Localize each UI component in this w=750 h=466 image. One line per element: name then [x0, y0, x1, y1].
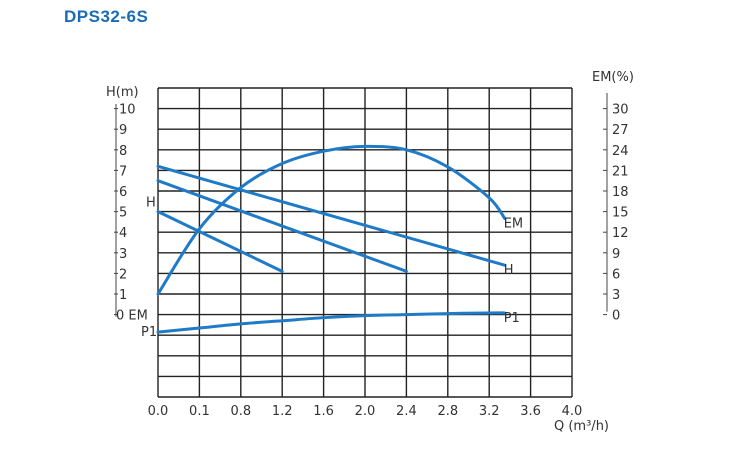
series-curve-p1	[156, 311, 507, 334]
x-tick-label: 0.8	[230, 404, 251, 419]
y-right-tick-label: 21	[612, 164, 629, 179]
left-marker-h: H	[146, 195, 156, 210]
y-left-tick-label: 1	[119, 288, 127, 303]
y-left-tick-label: 3	[119, 247, 127, 262]
x-tick-label: 3.6	[520, 404, 541, 419]
y-right-axis-title: EM(%)	[592, 70, 634, 85]
series-end-label-em: EM	[504, 216, 523, 231]
series-curve-em	[156, 144, 507, 296]
y-right-tick-label: 12	[612, 226, 629, 241]
series-end-label-p1: P1	[504, 311, 520, 326]
y-left-tick-label: 10	[119, 103, 136, 118]
x-axis-title: Q (m³/h)	[554, 419, 609, 434]
y-left-axis-title: H(m)	[106, 85, 139, 100]
y-right-tick-label: 6	[612, 267, 620, 282]
y-left-tick-label: 2	[119, 267, 127, 282]
axes	[114, 93, 608, 317]
left-marker-p1: P1	[141, 325, 157, 340]
x-tick-label: 2.0	[355, 404, 376, 419]
x-tick-label: 3.2	[479, 404, 500, 419]
grid	[157, 87, 573, 398]
x-tick-label: 0.1	[189, 404, 210, 419]
y-left-tick-label: 4	[119, 226, 127, 241]
y-right-tick-label: 30	[612, 103, 629, 118]
series-curve-h	[156, 164, 507, 267]
chart-title: DPS32-6S	[64, 7, 149, 26]
x-tick-label: 4.0	[562, 404, 583, 419]
y-left-tick-label: 8	[119, 144, 127, 159]
series-curve-h	[156, 210, 284, 273]
y-right-tick-label: 18	[612, 185, 629, 200]
y-left-tick-label: 5	[119, 206, 127, 221]
y-left-tick-label: 9	[119, 123, 127, 138]
y-right-tick-label: 24	[612, 144, 629, 159]
x-tick-label: 2.4	[396, 404, 417, 419]
y-right-tick-label: 27	[612, 123, 629, 138]
left-marker-em: 0 EM	[116, 309, 148, 324]
x-tick-label: 0.0	[148, 404, 169, 419]
y-right-tick-label: 9	[612, 247, 620, 262]
x-tick-label: 1.6	[313, 404, 334, 419]
y-left-tick-label: 6	[119, 185, 127, 200]
y-right-tick-label: 0	[612, 309, 620, 324]
series-end-label-h: H	[504, 263, 514, 278]
series-curve-h	[156, 179, 408, 273]
y-right-tick-label: 15	[612, 206, 629, 221]
series-group	[156, 144, 507, 334]
y-left-tick-label: 7	[119, 164, 127, 179]
y-right-tick-label: 3	[612, 288, 620, 303]
x-tick-label: 1.2	[272, 404, 293, 419]
x-tick-label: 2.8	[437, 404, 458, 419]
